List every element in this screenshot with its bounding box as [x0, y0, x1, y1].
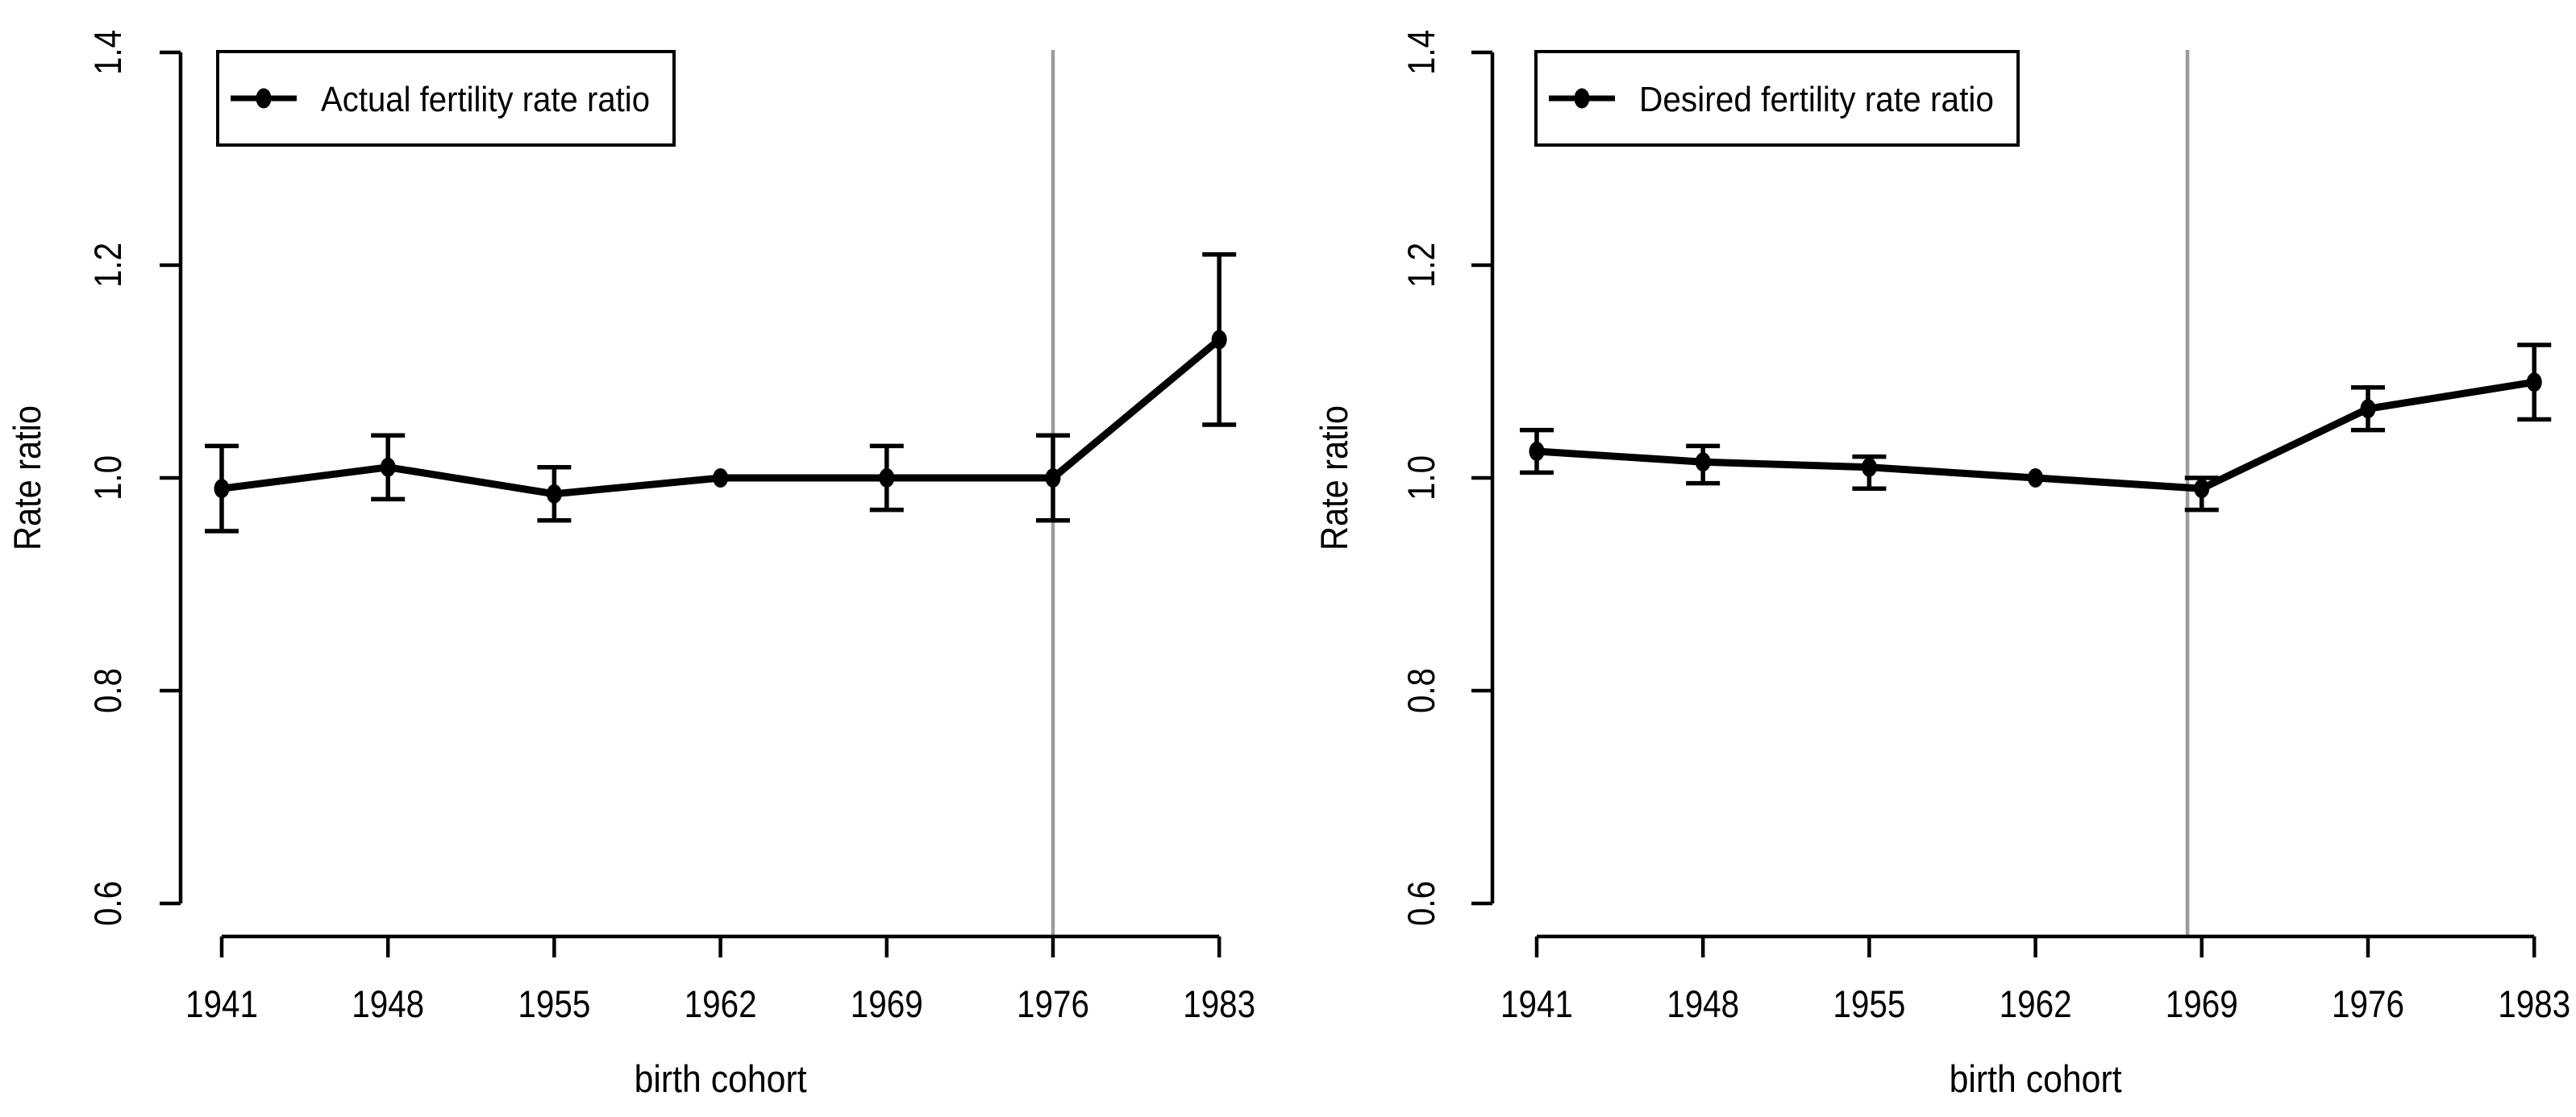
data-point-1941 — [214, 479, 230, 499]
data-point-1962 — [2028, 468, 2044, 488]
x-tick-label: 1976 — [1017, 982, 1089, 1025]
left-x-axis-title: birth cohort — [635, 1057, 807, 1100]
right-x-axis-title: birth cohort — [1950, 1057, 2122, 1100]
data-point-1955 — [546, 484, 562, 504]
x-tick-label: 1941 — [185, 982, 258, 1025]
legend-box — [1534, 50, 2020, 147]
data-point-1948 — [380, 457, 396, 477]
legend-label: Desired fertility rate ratio — [1639, 80, 1994, 119]
left-legend: Actual fertility rate ratio — [216, 50, 676, 147]
y-tick-label: 0.6 — [1400, 881, 1442, 926]
x-tick-label: 1969 — [2166, 982, 2238, 1025]
x-tick-label: 1948 — [352, 982, 424, 1025]
left-error-bars — [205, 252, 1237, 534]
legend-marker-icon — [256, 88, 272, 109]
legend-label: Actual fertility rate ratio — [321, 80, 650, 119]
y-tick-label: 1.2 — [86, 243, 129, 288]
data-point-1976 — [2360, 399, 2376, 419]
right-markers — [1529, 372, 2542, 499]
x-tick-label: 1941 — [1500, 982, 1573, 1025]
right-y-axis-title: Rate ratio — [1313, 405, 1355, 550]
left-y-axis-title: Rate ratio — [6, 405, 48, 550]
data-point-1983 — [2526, 372, 2542, 392]
y-tick-label: 0.8 — [86, 668, 129, 713]
data-point-1969 — [2194, 479, 2210, 499]
left-y-axis: 1.4 1.2 1.0 0.8 0.6 Rate ratio — [6, 30, 183, 926]
y-tick-label: 0.8 — [1400, 668, 1442, 713]
y-tick-label: 0.6 — [86, 881, 129, 926]
data-point-1969 — [879, 468, 895, 488]
data-point-1983 — [1211, 330, 1227, 350]
data-point-1941 — [1529, 442, 1545, 461]
left-panel: 1.4 1.2 1.0 0.8 0.6 Rate ratio 1941 1948 1955 196… — [6, 30, 1255, 1100]
right-legend: Desired fertility rate ratio — [1534, 50, 2020, 147]
x-tick-label: 1955 — [1833, 982, 1905, 1025]
legend-marker-icon — [1574, 88, 1590, 109]
y-tick-label: 1.0 — [1400, 455, 1442, 500]
data-point-1948 — [1695, 452, 1711, 472]
x-tick-label: 1962 — [2000, 982, 2072, 1025]
x-tick-label: 1983 — [2498, 982, 2570, 1025]
y-tick-label: 1.4 — [86, 30, 129, 75]
x-tick-label: 1976 — [2332, 982, 2404, 1025]
right-panel: 1.4 1.2 1.0 0.8 0.6 Rate ratio 1941 1948 1955 196… — [1313, 30, 2570, 1100]
left-x-axis: 1941 1948 1955 1962 1969 1976 1983 birth cohort — [185, 934, 1255, 1100]
left-markers — [214, 330, 1227, 504]
x-tick-label: 1969 — [851, 982, 923, 1025]
x-tick-label: 1955 — [518, 982, 590, 1025]
y-tick-label: 1.0 — [86, 455, 129, 500]
right-y-axis: 1.4 1.2 1.0 0.8 0.6 Rate ratio — [1313, 30, 1495, 926]
data-point-1976 — [1045, 468, 1061, 488]
x-tick-label: 1962 — [685, 982, 757, 1025]
y-tick-label: 1.2 — [1400, 243, 1442, 288]
data-point-1955 — [1861, 457, 1877, 477]
right-x-axis: 1941 1948 1955 1962 1969 1976 1983 birth cohort — [1500, 934, 2570, 1100]
data-point-1962 — [713, 468, 729, 488]
x-tick-label: 1983 — [1183, 982, 1255, 1025]
y-tick-label: 1.4 — [1400, 30, 1442, 75]
x-tick-label: 1948 — [1667, 982, 1739, 1025]
